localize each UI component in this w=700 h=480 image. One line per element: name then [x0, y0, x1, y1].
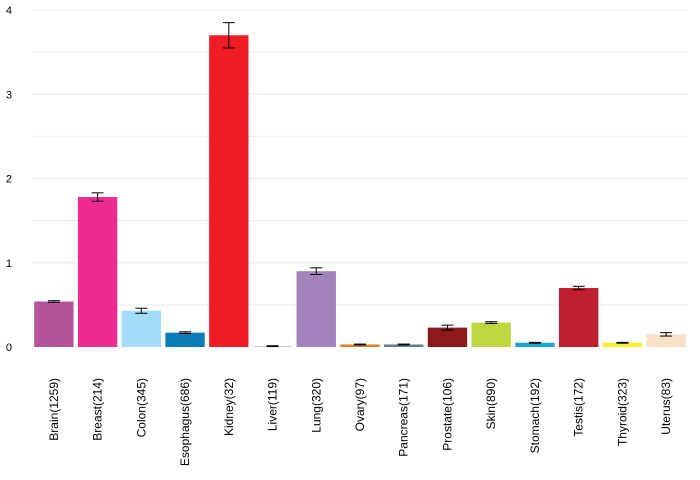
- x-category-label: Brain(1259): [47, 378, 61, 441]
- bar: [34, 301, 74, 347]
- error-bars: [47, 22, 673, 348]
- bar: [646, 334, 686, 347]
- x-category-label: Stomach(192): [528, 378, 542, 453]
- bar: [296, 271, 336, 347]
- x-category-label: Testis(172): [572, 378, 586, 437]
- y-tick-label: 1: [6, 258, 12, 270]
- bar: [209, 35, 249, 348]
- x-category-label: Pancreas(171): [397, 378, 411, 457]
- y-tick-label: 2: [6, 174, 12, 186]
- bar: [427, 327, 468, 347]
- x-category-label: Kidney(32): [222, 378, 236, 436]
- x-category-label: Uterus(83): [659, 378, 673, 435]
- bar: [77, 197, 118, 347]
- x-category-label: Breast(214): [91, 378, 105, 441]
- bar: [340, 344, 380, 347]
- y-tick-label: 0: [6, 342, 12, 354]
- x-axis-labels: Brain(1259) Breast(214) Colon(345) Esophagu…: [47, 378, 673, 466]
- bar: [515, 342, 555, 347]
- y-axis: 0 1 2 3 4: [6, 5, 12, 354]
- bar: [384, 344, 424, 347]
- grid-lines: [32, 9, 688, 306]
- bar: [165, 332, 205, 347]
- bar: [471, 322, 511, 347]
- x-category-label: Liver(119): [266, 378, 280, 431]
- x-category-label: Skin(890): [484, 378, 498, 429]
- x-category-label: Colon(345): [134, 378, 148, 437]
- x-category-label: Thyroid(323): [615, 378, 629, 446]
- x-category-label: Ovary(97): [353, 378, 367, 431]
- bar: [121, 310, 162, 347]
- x-category-label: Esophagus(686): [178, 378, 192, 466]
- y-tick-label: 3: [6, 89, 12, 101]
- x-category-label: Prostate(106): [440, 378, 454, 451]
- y-tick-label: 4: [6, 5, 12, 17]
- bar: [602, 342, 643, 347]
- bar: [558, 288, 599, 347]
- x-category-label: Lung(320): [309, 378, 323, 433]
- bars: [34, 35, 686, 348]
